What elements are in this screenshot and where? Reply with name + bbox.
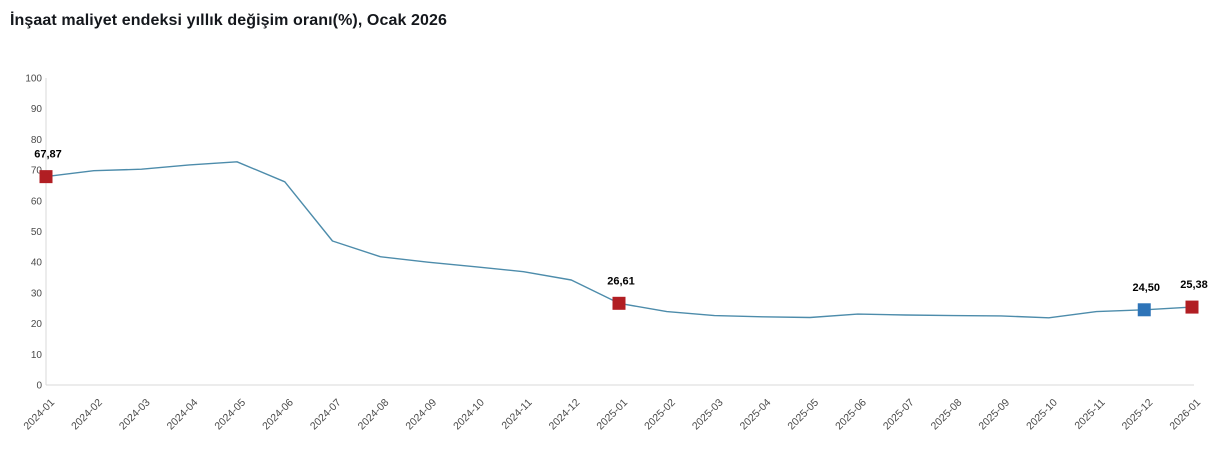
chart-title: İnşaat maliyet endeksi yıllık değişim or…: [10, 12, 448, 29]
data-point-marker-2025-01[interactable]: [612, 296, 626, 310]
y-tick-label: 40: [31, 258, 43, 269]
y-tick-label: 80: [31, 135, 43, 146]
y-tick-label: 100: [25, 74, 42, 85]
x-tick-label: 2024-05: [212, 397, 248, 433]
x-tick-label: 2025-09: [976, 397, 1012, 433]
point-value-label-2025-12: 24,50: [1132, 282, 1160, 294]
data-point-marker-2026-01[interactable]: [1185, 300, 1199, 314]
x-tick-label: 2024-12: [547, 397, 583, 433]
x-tick-label: 2024-06: [260, 397, 296, 433]
y-tick-label: 10: [31, 350, 43, 361]
point-value-label-2026-01: 25,38: [1180, 279, 1208, 291]
point-value-label-2025-01: 26,61: [607, 275, 635, 287]
x-tick-label: 2024-03: [117, 397, 153, 433]
x-tick-label: 2025-06: [833, 397, 869, 433]
x-tick-label: 2025-11: [1072, 397, 1107, 432]
series-line[interactable]: [45, 161, 1193, 319]
x-tick-label: 2025-01: [594, 397, 630, 433]
x-tick-label: 2025-12: [1120, 397, 1156, 433]
y-tick-label: 60: [31, 196, 43, 207]
x-tick-label: 2025-05: [785, 397, 821, 433]
y-tick-label: 20: [31, 319, 43, 330]
x-tick-label: 2026-01: [1167, 397, 1203, 433]
data-point-marker-2025-12[interactable]: [1137, 303, 1151, 317]
x-tick-label: 2025-04: [738, 397, 774, 433]
y-tick-label: 0: [36, 381, 42, 392]
x-tick-label: 2025-10: [1024, 397, 1060, 433]
x-tick-label: 2025-03: [690, 397, 726, 433]
x-tick-label: 2024-07: [308, 397, 344, 433]
x-tick-label: 2025-08: [929, 397, 965, 433]
y-tick-label: 90: [31, 104, 43, 115]
y-tick-label: 70: [31, 166, 43, 177]
x-tick-label: 2024-04: [165, 397, 201, 433]
point-value-label-2024-01: 67,87: [34, 149, 62, 161]
x-tick-label: 2024-09: [403, 397, 439, 433]
y-tick-label: 50: [31, 227, 43, 238]
y-tick-label: 30: [31, 288, 43, 299]
data-point-marker-2024-01[interactable]: [39, 170, 53, 184]
x-tick-label: 2024-11: [499, 397, 534, 432]
x-tick-label: 2024-01: [21, 397, 57, 433]
x-tick-label: 2024-02: [69, 397, 105, 433]
x-tick-label: 2024-08: [356, 397, 392, 433]
x-tick-label: 2024-10: [451, 397, 487, 433]
x-tick-label: 2025-02: [642, 397, 678, 433]
x-tick-label: 2025-07: [881, 397, 917, 433]
